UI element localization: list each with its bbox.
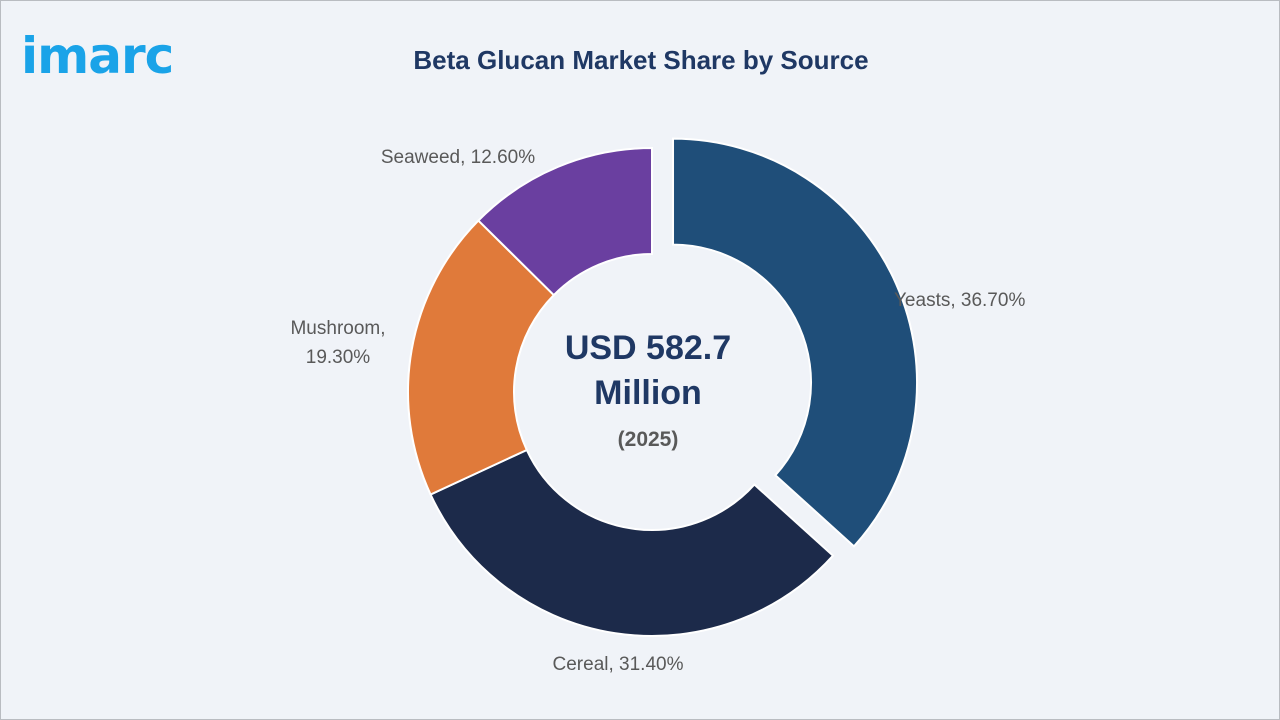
slice-label-mushroom: Mushroom, 19.30% xyxy=(290,318,385,368)
chart-title: Beta Glucan Market Share by Source xyxy=(413,45,869,75)
slice-labels-group: Yeasts, 36.70% Cereal, 31.40% Mushroom, 19.… xyxy=(290,147,1025,675)
logo-text: imarc xyxy=(21,27,173,85)
slice-mushroom xyxy=(407,219,556,496)
center-year: (2025) xyxy=(618,428,679,451)
center-value-line-1: USD 582.7 xyxy=(565,329,731,367)
imarc-logo: imarc xyxy=(21,27,174,85)
slice-label-seaweed: Seaweed, 12.60% xyxy=(381,147,535,168)
slices-group xyxy=(407,137,919,637)
slice-yeasts xyxy=(672,137,919,548)
slice-label-cereal: Cereal, 31.40% xyxy=(553,654,684,675)
slice-label-yeasts: Yeasts, 36.70% xyxy=(894,290,1025,311)
slice-cereal xyxy=(429,448,835,637)
slice-seaweed xyxy=(476,146,653,297)
center-value-line-2: Million xyxy=(594,374,702,412)
